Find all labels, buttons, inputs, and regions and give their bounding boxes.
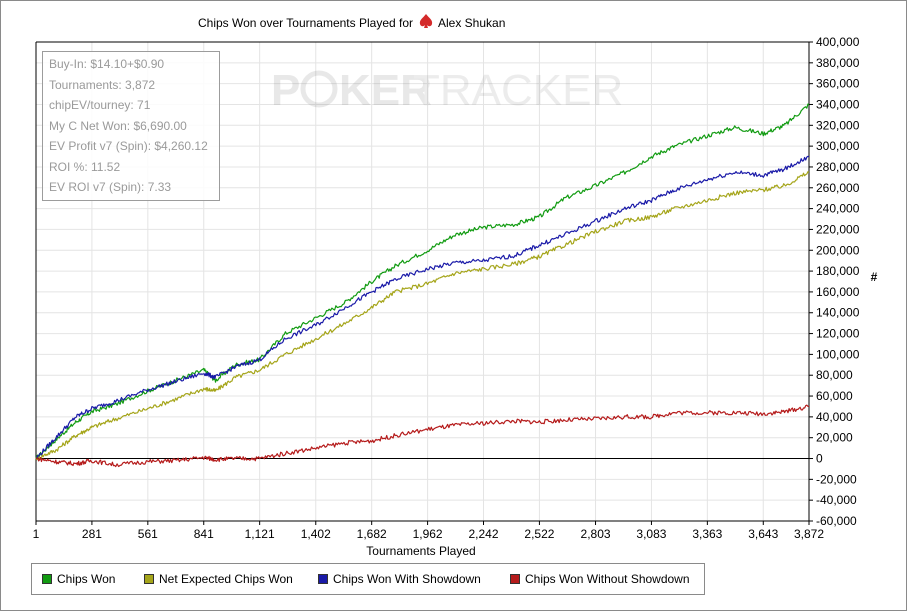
spade-icon [419, 14, 433, 28]
y-tick-label: 180,000 [816, 264, 860, 278]
x-tick-label: 2,803 [581, 527, 611, 541]
x-tick-label: 561 [138, 527, 158, 541]
legend-item: Chips Won Without Showdown [510, 572, 690, 586]
legend-label: Chips Won [57, 572, 116, 586]
y-tick-label: 260,000 [816, 181, 860, 195]
y-tick-label: 20,000 [816, 431, 853, 445]
x-axis-label: Tournaments Played [366, 544, 475, 558]
y-tick-label: 120,000 [816, 327, 860, 341]
watermark-text-2: KER [339, 66, 432, 115]
chart-title: Chips Won over Tournaments Played for [198, 16, 413, 30]
x-tick-label: 2,522 [524, 527, 554, 541]
y-tick-label: 60,000 [816, 389, 853, 403]
y-tick-label: 320,000 [816, 118, 860, 132]
y-tick-label: 340,000 [816, 97, 860, 111]
series-line-1 [35, 103, 810, 459]
stat-line: My C Net Won: $6,690.00 [49, 118, 187, 133]
watermark-text-3: TRACKER [413, 66, 623, 115]
legend-item: Chips Won [42, 572, 115, 586]
stat-line: chipEV/tourney: 71 [49, 98, 151, 112]
stats-box: Buy-In: $14.10+$0.90 Tournaments: 3,872 ch… [42, 51, 220, 201]
watermark-chip-icon [300, 70, 338, 108]
stat-line: EV ROI v7 (Spin): 7.33 [49, 180, 172, 194]
x-tick-label: 1,962 [413, 527, 443, 541]
legend-item: Net Expected Chips Won [144, 572, 293, 586]
stat-line: Buy-In: $14.10+$0.90 [49, 57, 165, 71]
legend-label: Net Expected Chips Won [159, 572, 293, 586]
y-tick-label: -20,000 [816, 472, 857, 486]
series-line-4 [35, 404, 810, 468]
stat-line: EV Profit v7 (Spin): $4,260.12 [49, 139, 208, 153]
stat-line: Tournaments: 3,872 [49, 77, 156, 92]
y-tick-label: 380,000 [816, 56, 860, 70]
x-tick-label: 3,872 [794, 527, 824, 541]
x-tick-label: 1,121 [245, 527, 275, 541]
y-tick-label: 0 [816, 452, 823, 466]
legend-swatch [42, 574, 52, 584]
legend: Chips Won Net Expected Chips Won Chips Won… [31, 563, 705, 595]
x-tick-label: 2,242 [468, 527, 498, 541]
x-tick-label: 281 [82, 527, 102, 541]
legend-item: Chips Won With Showdown [318, 572, 481, 586]
y-tick-label: -40,000 [816, 493, 857, 507]
x-tick-label: 3,363 [692, 527, 722, 541]
x-tick-label: 1,402 [301, 527, 331, 541]
y-tick-label: 280,000 [816, 160, 860, 174]
legend-label: Chips Won Without Showdown [525, 572, 690, 586]
legend-swatch [144, 574, 154, 584]
x-tick-label: 3,643 [748, 527, 778, 541]
y-tick-label: 200,000 [816, 243, 860, 257]
x-tick-label: 3,083 [636, 527, 666, 541]
series-lines [35, 103, 810, 468]
legend-swatch [510, 574, 520, 584]
y-axis-label: # [871, 270, 878, 284]
y-tick-label: -60,000 [816, 514, 857, 528]
y-tick-label: 360,000 [816, 77, 860, 91]
y-tick-label: 300,000 [816, 139, 860, 153]
y-tick-label: 160,000 [816, 285, 860, 299]
y-tick-label: 400,000 [816, 35, 860, 49]
legend-label: Chips Won With Showdown [333, 572, 481, 586]
pokertracker-watermark: P KER TRACKER [271, 66, 623, 115]
y-tick-label: 40,000 [816, 410, 853, 424]
series-line-3 [35, 155, 810, 460]
x-tick-label: 1 [33, 527, 40, 541]
x-tick-label: 841 [194, 527, 214, 541]
y-tick-label: 140,000 [816, 306, 860, 320]
series-line-2 [35, 171, 810, 461]
axes [35, 41, 813, 525]
axis-labels: Chips Won over Tournaments Played for Al… [33, 14, 878, 558]
y-tick-label: 80,000 [816, 368, 853, 382]
player-name: Alex Shukan [438, 16, 505, 30]
stat-line: ROI %: 11.52 [49, 159, 121, 174]
x-tick-label: 1,682 [357, 527, 387, 541]
watermark-text-1: P [271, 66, 300, 115]
y-tick-label: 240,000 [816, 202, 860, 216]
y-tick-label: 220,000 [816, 222, 860, 236]
y-tick-label: 100,000 [816, 347, 860, 361]
legend-swatch [318, 574, 328, 584]
